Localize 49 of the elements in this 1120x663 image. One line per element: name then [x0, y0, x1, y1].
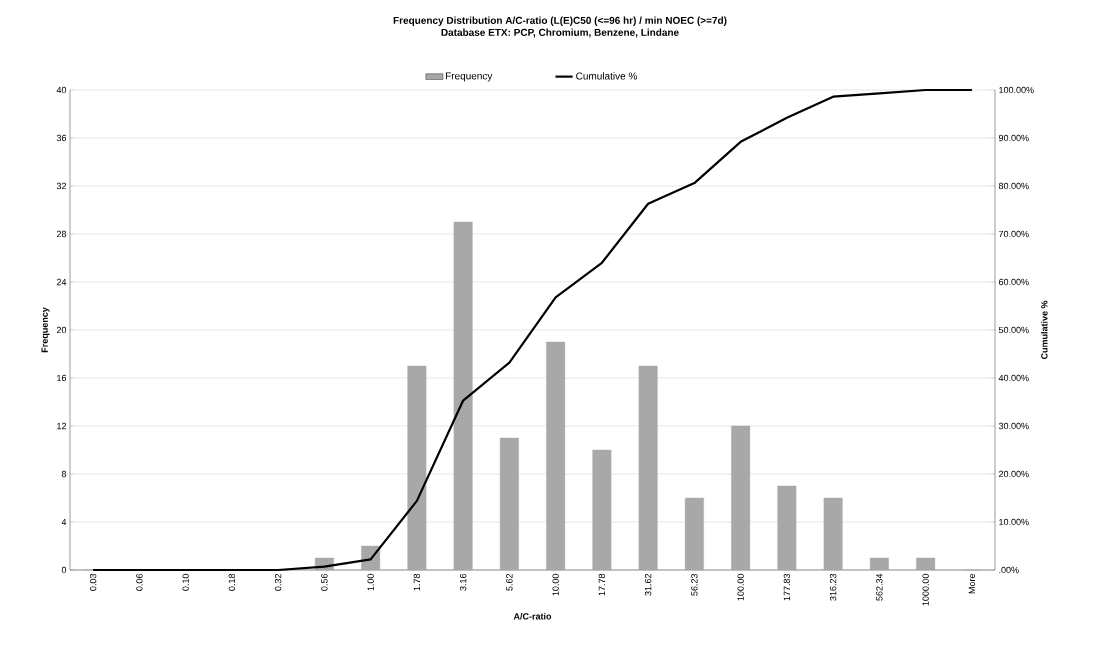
x-tick-label: 0.03 — [89, 573, 97, 591]
x-tick-label: 100.00 — [737, 573, 744, 601]
y-tick-label: 32 — [56, 182, 67, 190]
y2-tick-label: 60.00% — [998, 278, 1029, 286]
y2-tick-label: 80.00% — [998, 182, 1029, 190]
y2-tick-label: .00% — [999, 566, 1019, 574]
y-tick-label: 16 — [57, 374, 67, 382]
chart-title: Frequency Distribution A/C-ratio (L(E)C50 (<=96 hr) / min NOEC (>=7d) — [393, 16, 727, 26]
y-tick-label: 24 — [56, 278, 67, 286]
y2-tick-label: 20.00% — [998, 470, 1029, 478]
x-tick-label: 316.23 — [829, 573, 837, 601]
x-tick-label: 0.06 — [136, 573, 143, 591]
x-tick-label: 177.83 — [783, 573, 791, 601]
x-tick-label: 1000.00 — [922, 573, 929, 606]
x-tick-label: More — [968, 573, 976, 594]
y-tick-label: 36 — [56, 134, 67, 142]
x-tick-label: 0.18 — [228, 573, 236, 591]
x-tick-label: 5.62 — [506, 573, 513, 591]
y-tick-label: 20 — [56, 326, 67, 334]
y-tick-label: 4 — [61, 518, 67, 526]
y2-tick-label: 10.00% — [999, 518, 1029, 526]
x-tick-label: 31.62 — [644, 573, 652, 596]
legend-label: Cumulative % — [576, 72, 637, 80]
x-tick-label: 1.00 — [367, 573, 374, 591]
x-tick-label: 17.78 — [598, 573, 606, 596]
x-tick-label: 56.23 — [691, 573, 698, 596]
x-axis-title: A/C-ratio — [513, 612, 552, 620]
y2-tick-label: 70.00% — [998, 230, 1029, 238]
y2-tick-label: 40.00% — [998, 374, 1029, 382]
y2-tick-label: 50.00% — [998, 326, 1029, 334]
y-tick-label: 0 — [61, 566, 67, 574]
x-tick-label: 10.00 — [552, 573, 559, 596]
x-tick-label: 562.34 — [876, 573, 883, 601]
x-tick-label: 3.16 — [459, 573, 467, 591]
legend-label: Frequency — [445, 72, 493, 82]
x-tick-label: 0.10 — [182, 573, 189, 591]
y2-axis-title: Cumulative % — [1040, 300, 1048, 360]
y-tick-label: 12 — [57, 422, 67, 430]
y-axis-title: Frequency — [41, 307, 50, 353]
y-tick-label: 40 — [56, 86, 67, 94]
chart-subtitle: Database ETX: PCP, Chromium, Benzene, Lindane — [441, 28, 679, 38]
x-tick-label: 1.78 — [413, 573, 421, 591]
y2-tick-label: 30.00% — [998, 422, 1029, 430]
y-tick-label: 28 — [56, 230, 67, 238]
x-tick-label: 0.32 — [274, 573, 282, 591]
y2-tick-label: 90.00% — [998, 134, 1029, 142]
x-tick-label: 0.56 — [321, 573, 328, 591]
y-tick-label: 8 — [61, 470, 67, 478]
y2-tick-label: 100.00% — [999, 86, 1034, 94]
